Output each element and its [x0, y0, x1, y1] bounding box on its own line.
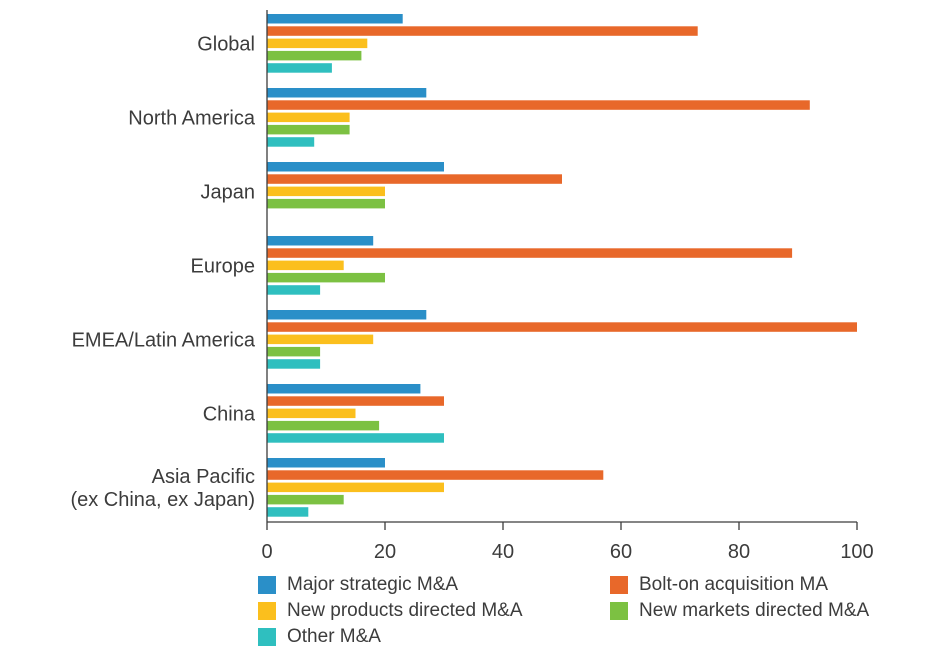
bar: [267, 174, 562, 184]
bar: [267, 272, 385, 283]
bar: [267, 384, 421, 394]
bar: [267, 50, 362, 61]
bar: [267, 494, 344, 505]
category-label: Europe: [191, 255, 256, 277]
bar: [267, 420, 380, 431]
x-tick-label: 100: [840, 541, 873, 563]
legend-label: New products directed M&A: [287, 600, 523, 621]
bar: [267, 346, 321, 357]
legend: Major strategic M&A Bolt-on acquisition M…: [258, 573, 938, 659]
bar-chart-plot: Global North America Japan Europe EMEA/Latin…: [70, 10, 874, 563]
bar: [267, 14, 403, 24]
bar: [267, 124, 350, 135]
legend-label: New markets directed M&A: [639, 600, 870, 621]
bar: [267, 162, 444, 172]
category-label: Japan: [201, 181, 256, 203]
bar: [267, 310, 427, 320]
bar: [267, 322, 857, 332]
legend-label: Major strategic M&A: [287, 574, 459, 595]
bar: [267, 396, 444, 406]
x-tick-label: 40: [492, 541, 514, 563]
legend-item: Bolt-on acquisition MA: [610, 573, 828, 597]
bar: [267, 408, 356, 419]
bar: [267, 236, 374, 246]
legend-item: New products directed M&A: [258, 599, 523, 623]
category-label: Asia Pacific: [152, 466, 255, 488]
bar: [267, 433, 444, 443]
x-tick-label: 20: [374, 541, 396, 563]
x-tick-label: 60: [610, 541, 632, 563]
legend-label: Bolt-on acquisition MA: [639, 574, 829, 595]
legend-swatch: [258, 576, 276, 594]
bar: [267, 470, 604, 480]
legend-label: Other M&A: [287, 626, 381, 647]
bar: [267, 137, 315, 147]
bar: [267, 260, 344, 271]
category-label: EMEA/Latin America: [72, 329, 256, 351]
bar: [267, 198, 385, 209]
bar: [267, 112, 350, 123]
bar: [267, 482, 444, 493]
bar: [267, 100, 810, 110]
legend-swatch: [258, 602, 276, 620]
bar: [267, 458, 385, 468]
legend-swatch: [610, 576, 628, 594]
bar: [267, 285, 321, 295]
bar: [267, 186, 385, 197]
category-label: China: [203, 403, 256, 425]
legend-swatch: [258, 628, 276, 646]
category-label: Global: [197, 33, 255, 55]
bar: [267, 26, 698, 36]
legend-item: New markets directed M&A: [610, 599, 869, 623]
bar: [267, 334, 374, 345]
bar: [267, 63, 332, 73]
bar: [267, 38, 368, 49]
legend-item: Other M&A: [258, 625, 381, 649]
bar: [267, 248, 793, 258]
category-label: (ex China, ex Japan): [70, 489, 255, 511]
legend-item: Major strategic M&A: [258, 573, 458, 597]
bar: [267, 88, 427, 98]
x-tick-label: 0: [261, 541, 272, 563]
category-label: North America: [128, 107, 256, 129]
x-tick-label: 80: [728, 541, 750, 563]
bar: [267, 507, 309, 517]
legend-swatch: [610, 602, 628, 620]
bar: [267, 359, 321, 369]
